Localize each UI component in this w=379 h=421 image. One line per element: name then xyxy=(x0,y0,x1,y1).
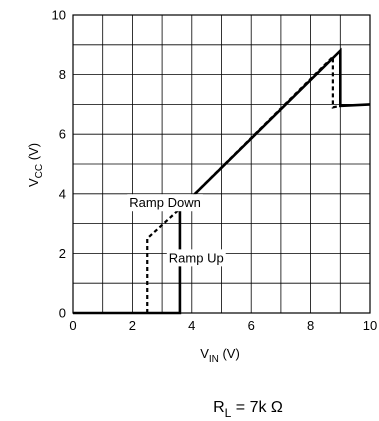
x-tick-label: 6 xyxy=(248,318,255,333)
x-tick-label: 10 xyxy=(363,318,377,333)
x-tick-label: 8 xyxy=(307,318,314,333)
y-tick-label: 10 xyxy=(52,8,66,23)
annotations: Ramp Down Ramp Up xyxy=(127,194,226,267)
series-line-ramp-down xyxy=(146,54,341,313)
annotation-background xyxy=(166,249,226,267)
y-tick-label: 4 xyxy=(59,186,66,201)
annotation-ramp-up: Ramp Up xyxy=(169,250,224,265)
y-tick-label: 0 xyxy=(59,306,66,321)
x-tick-label: 4 xyxy=(188,318,195,333)
y-axis-label: VCC (V) xyxy=(26,143,45,187)
annotation-ramp-down: Ramp Down xyxy=(129,195,201,210)
y-tick-label: 2 xyxy=(59,246,66,261)
y-tick-label: 8 xyxy=(59,67,66,82)
grid xyxy=(73,15,370,313)
caption: RL = 7k Ω xyxy=(213,399,283,420)
tick-labels: 0 2 4 6 8 10 0 2 4 6 8 10 xyxy=(52,8,378,334)
plot-frame xyxy=(72,14,371,314)
y-tick-label: 6 xyxy=(59,127,66,142)
x-tick-label: 0 xyxy=(69,318,76,333)
annotation-background xyxy=(127,194,203,212)
x-tick-label: 2 xyxy=(129,318,136,333)
x-axis-label: VIN (V) xyxy=(200,346,240,365)
